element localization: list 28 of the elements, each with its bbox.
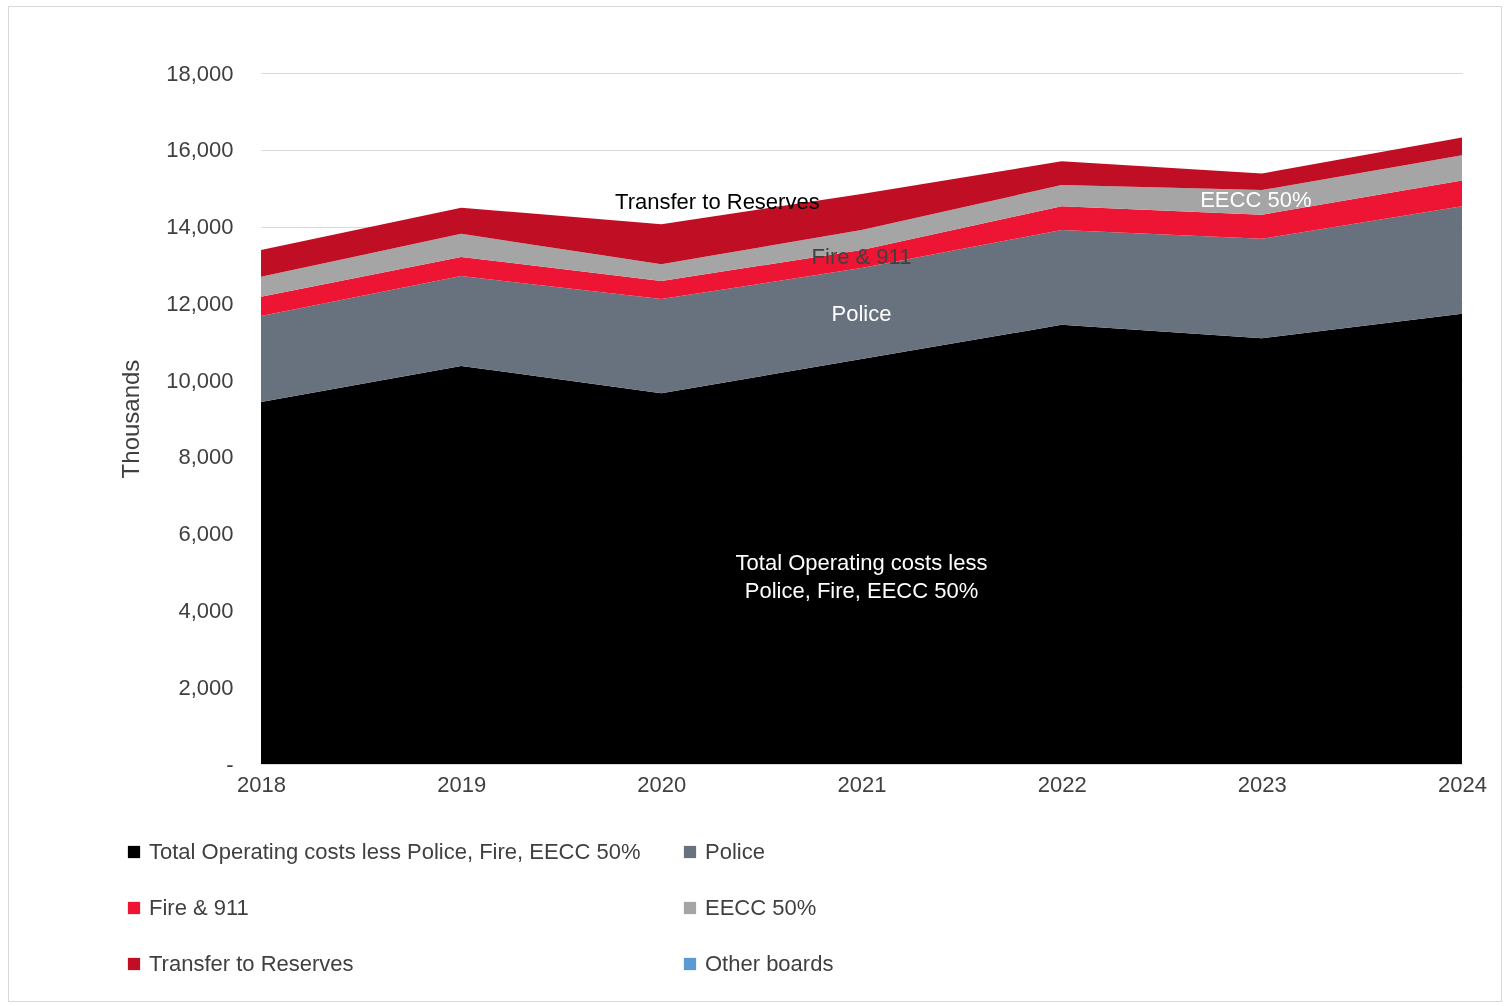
annotation: Total Operating costs less Police, Fire, EECC 50% bbox=[735, 549, 988, 603]
x-tick-label: 2021 bbox=[837, 771, 887, 797]
y-tick-label: 4,000 bbox=[178, 597, 234, 623]
legend-label: Police bbox=[705, 839, 765, 864]
y-tick-label: 16,000 bbox=[166, 137, 234, 163]
legend-label: EECC 50% bbox=[705, 895, 817, 920]
annotation: Transfer to Reserves bbox=[615, 188, 820, 214]
x-tick-label: 2018 bbox=[237, 771, 286, 797]
y-tick-label: - bbox=[226, 751, 234, 777]
x-tick-label: 2022 bbox=[1037, 771, 1087, 797]
y-axis-title: Thousands bbox=[117, 359, 145, 479]
legend-label: Transfer to Reserves bbox=[149, 951, 354, 976]
y-tick-label: 6,000 bbox=[178, 521, 234, 547]
y-tick-label: 18,000 bbox=[166, 60, 234, 86]
y-tick-label: 2,000 bbox=[178, 674, 234, 700]
y-tick-label: 10,000 bbox=[166, 367, 234, 393]
x-tick-label: 2019 bbox=[437, 771, 487, 797]
x-tick-label: 2023 bbox=[1237, 771, 1287, 797]
annotation: Police bbox=[831, 301, 892, 327]
y-tick-label: 14,000 bbox=[166, 214, 234, 240]
y-tick-label: 8,000 bbox=[178, 444, 234, 470]
annotation: EECC 50% bbox=[1200, 187, 1312, 213]
y-tick-label: 12,000 bbox=[166, 290, 234, 316]
x-tick-label: 2020 bbox=[637, 771, 687, 797]
x-tick-label: 2024 bbox=[1438, 771, 1487, 797]
legend-label: Fire & 911 bbox=[149, 895, 249, 920]
legend-label: Other boards bbox=[705, 951, 834, 976]
legend-label: Total Operating costs less Police, Fire, EECC 50% bbox=[149, 839, 641, 864]
